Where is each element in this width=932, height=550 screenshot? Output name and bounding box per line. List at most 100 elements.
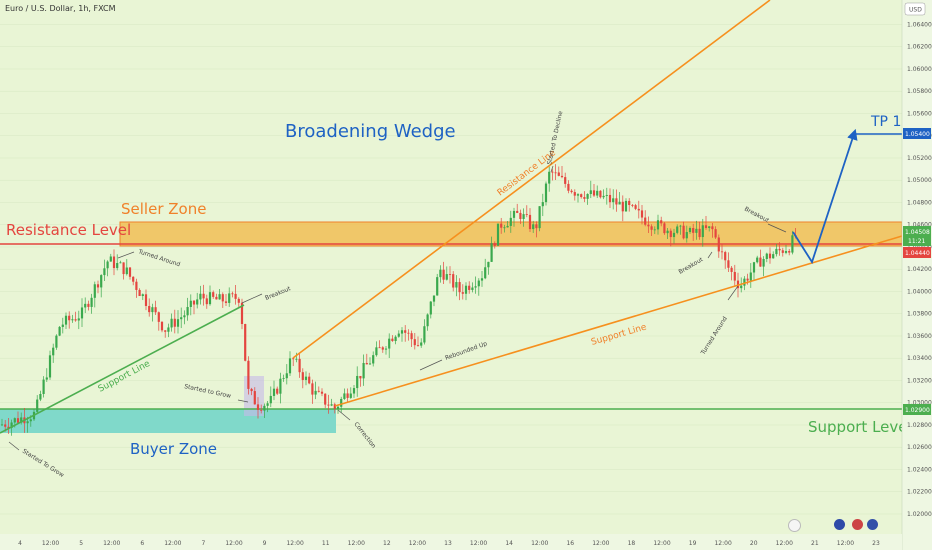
candle-body: [608, 194, 612, 203]
candle-body: [132, 276, 135, 282]
candle-body: [509, 217, 512, 226]
candle-body: [704, 225, 708, 229]
candle-body: [106, 261, 109, 269]
candle-body: [263, 405, 266, 411]
candle-body: [532, 224, 535, 230]
candle-body: [656, 220, 660, 230]
candle-body: [365, 362, 368, 365]
candle-body: [48, 355, 52, 378]
candle-body: [701, 225, 704, 238]
candle-body: [506, 225, 509, 228]
time-axis[interactable]: [0, 534, 902, 550]
candle-body: [362, 362, 365, 379]
candle-body: [676, 226, 679, 233]
y-tick-label: 1.04000: [907, 288, 932, 295]
x-tick-label: 5: [79, 540, 83, 547]
candle-body: [330, 404, 333, 406]
candle-body: [420, 342, 423, 346]
candle-body: [250, 388, 253, 392]
svg-text:1.04508: 1.04508: [905, 229, 930, 236]
candle-body: [458, 282, 461, 293]
flag-us-icon-2[interactable]: [867, 519, 878, 530]
candle-body: [573, 192, 576, 196]
candle-body: [244, 324, 247, 361]
x-tick-label: 14: [505, 540, 513, 547]
candle-body: [644, 217, 647, 225]
candle-body: [16, 418, 20, 423]
x-tick-label: 12:00: [103, 540, 120, 547]
y-tick-label: 1.03000: [907, 400, 932, 407]
candle-body: [276, 388, 279, 394]
candle-body: [39, 393, 42, 400]
candle-body: [669, 230, 672, 238]
flag-eu-icon[interactable]: [834, 519, 845, 530]
candle-body: [663, 223, 666, 234]
candle-body: [493, 243, 496, 246]
candle-body: [231, 293, 234, 295]
y-tick-label: 1.02400: [907, 466, 932, 473]
resistance-level-label: Resistance Level: [6, 221, 131, 239]
candle-body: [266, 403, 269, 406]
svg-text:1.05400: 1.05400: [905, 131, 930, 138]
flag-us-icon[interactable]: [852, 519, 863, 530]
candle-body: [74, 319, 77, 321]
candle-body: [679, 225, 682, 227]
started-to-grow-annotation-2: Started To Grow: [21, 448, 65, 479]
candle-body: [544, 183, 548, 203]
candle-body: [682, 225, 685, 239]
svg-text:1.02900: 1.02900: [905, 407, 930, 414]
candle-body: [352, 388, 356, 394]
candle-body: [221, 294, 224, 302]
currency-label[interactable]: USD: [909, 7, 922, 14]
candle-body: [173, 318, 176, 327]
candle-body: [234, 293, 237, 299]
candle-body: [426, 314, 429, 327]
candle-body: [567, 183, 570, 191]
candle-body: [410, 333, 413, 340]
candle-body: [144, 294, 148, 306]
candle-body: [496, 223, 500, 246]
candle-body: [324, 393, 327, 405]
candle-body: [528, 214, 532, 230]
candle-body: [20, 417, 23, 423]
candle-body: [522, 214, 525, 219]
x-tick-label: 12:00: [42, 540, 59, 547]
x-tick-label: 6: [140, 540, 144, 547]
candle-body: [589, 190, 592, 195]
candle-body: [692, 228, 695, 233]
candle-body: [109, 256, 112, 262]
candle-body: [487, 261, 490, 268]
candle-body: [122, 262, 125, 275]
candle-body: [554, 172, 557, 174]
candle-body: [525, 214, 528, 215]
candle-body: [4, 424, 7, 427]
x-tick-label: 9: [263, 540, 267, 547]
last-price-tag: 1.04508 11:21: [903, 226, 931, 246]
candle-body: [116, 263, 119, 269]
candle-body: [186, 306, 189, 316]
candle-body: [196, 299, 199, 305]
candle-body: [240, 302, 244, 325]
candle-body: [759, 257, 762, 267]
candle-body: [77, 318, 80, 321]
lightning-icon[interactable]: [788, 519, 801, 532]
candle-body: [71, 319, 74, 321]
turned-around-annotation-1: Turned Around: [136, 248, 181, 269]
candle-body: [724, 252, 727, 261]
candle-body: [189, 300, 192, 307]
candle-body: [749, 272, 752, 281]
candle-body: [423, 326, 426, 343]
x-tick-label: 12:00: [653, 540, 670, 547]
candle-body: [596, 190, 599, 196]
candle-body: [445, 274, 448, 280]
candle-body: [282, 378, 285, 380]
candle-body: [394, 336, 397, 342]
candle-body: [743, 278, 746, 286]
candle-body: [512, 210, 516, 218]
price-axis[interactable]: [902, 0, 932, 550]
candle-body: [628, 200, 631, 205]
y-tick-label: 1.03400: [907, 355, 932, 362]
candle-body: [708, 226, 711, 229]
